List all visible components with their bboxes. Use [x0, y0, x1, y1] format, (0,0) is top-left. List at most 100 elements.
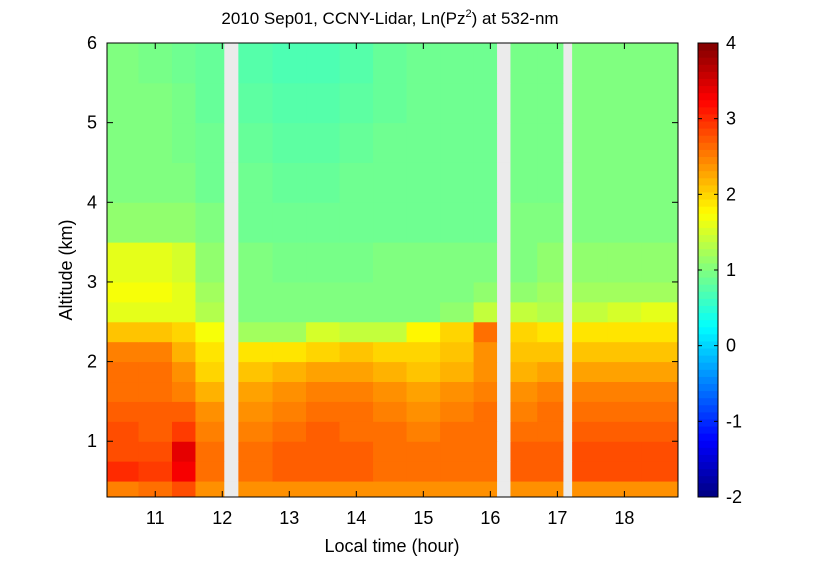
cell	[238, 341, 274, 363]
cell	[607, 421, 642, 442]
cell	[272, 461, 307, 482]
colorbar-swatch	[698, 461, 718, 470]
cell	[537, 122, 564, 163]
cell	[406, 461, 441, 482]
data-gap	[497, 122, 511, 163]
cell	[373, 401, 408, 422]
cell	[107, 441, 139, 462]
cell	[537, 242, 564, 283]
cell	[172, 242, 196, 283]
colorbar-swatch	[698, 426, 718, 434]
colorbar-tick-label: 3	[726, 109, 736, 129]
cell	[406, 122, 441, 163]
cell	[572, 122, 609, 163]
data-gap	[497, 242, 511, 283]
cell	[607, 341, 642, 363]
cell	[440, 361, 475, 383]
cell	[138, 202, 173, 243]
cell	[195, 441, 225, 462]
cell	[406, 202, 441, 243]
data-gap	[497, 341, 511, 363]
cell	[641, 281, 679, 303]
cell	[572, 441, 609, 462]
cell	[172, 421, 196, 442]
colorbar-swatch	[698, 248, 718, 257]
colorbar-tick-label: 2	[726, 184, 736, 204]
cell	[473, 162, 498, 203]
cell	[510, 82, 538, 124]
cell	[641, 381, 679, 402]
cell	[607, 401, 642, 422]
data-gap	[563, 281, 573, 303]
colorbar-swatch	[698, 64, 718, 72]
colorbar-swatch	[698, 92, 718, 101]
cell	[238, 421, 274, 442]
cell	[339, 202, 374, 243]
data-gap	[224, 301, 239, 323]
cell	[607, 381, 642, 402]
colorbar-swatch	[698, 390, 718, 399]
cell	[373, 82, 408, 124]
cell	[641, 202, 679, 243]
cell	[572, 381, 609, 402]
colorbar-swatch	[698, 227, 718, 236]
colorbar-swatch	[698, 163, 718, 172]
cell	[138, 341, 173, 363]
cell	[138, 321, 173, 343]
cell	[306, 481, 341, 498]
cell	[272, 43, 307, 84]
cell	[537, 202, 564, 243]
cell	[238, 122, 274, 163]
cell	[272, 401, 307, 422]
cell	[195, 401, 225, 422]
cell	[172, 82, 196, 124]
cell	[107, 281, 139, 303]
cell	[607, 281, 642, 303]
cell	[537, 461, 564, 482]
cell	[473, 242, 498, 283]
cell	[107, 361, 139, 383]
data-gap	[224, 281, 239, 303]
cell	[406, 281, 441, 303]
colorbar-swatch	[698, 262, 718, 271]
cell	[406, 361, 441, 383]
cell	[510, 301, 538, 323]
cell	[440, 202, 475, 243]
colorbar-swatch	[698, 50, 718, 58]
cell	[306, 43, 341, 84]
cell	[138, 361, 173, 383]
colorbar-swatch	[698, 298, 718, 306]
cell	[440, 43, 475, 84]
colorbar-tick-label: 4	[726, 33, 736, 53]
cell	[306, 401, 341, 422]
cell	[607, 242, 642, 283]
cell	[195, 281, 225, 303]
colorbar-swatch	[698, 270, 718, 278]
cell	[238, 281, 274, 303]
cell	[473, 82, 498, 124]
cell	[238, 162, 274, 203]
cell	[172, 401, 196, 422]
y-tick-label: 2	[87, 352, 97, 372]
colorbar-swatch	[698, 333, 718, 342]
x-tick-label: 16	[480, 508, 500, 528]
cell	[510, 341, 538, 363]
cell	[238, 202, 274, 243]
colorbar-swatch	[698, 234, 718, 243]
cell	[306, 461, 341, 482]
cell	[107, 122, 139, 163]
x-tick-label: 11	[146, 508, 165, 528]
colorbar-swatch	[698, 85, 718, 94]
data-gap	[224, 82, 239, 124]
cell	[195, 242, 225, 283]
cell	[272, 301, 307, 323]
x-tick-label: 12	[212, 508, 232, 528]
cell	[272, 162, 307, 203]
cell	[440, 162, 475, 203]
colorbar-swatch	[698, 482, 718, 491]
x-tick-label: 13	[279, 508, 299, 528]
cell	[138, 481, 173, 498]
cell	[572, 321, 609, 343]
colorbar-swatch	[698, 440, 718, 448]
cell	[607, 122, 642, 163]
